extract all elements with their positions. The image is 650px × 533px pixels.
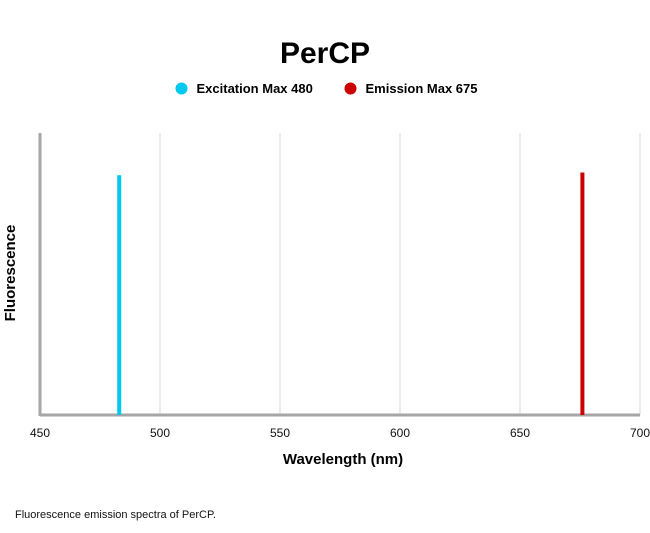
legend: Excitation Max 480 Emission Max 675 xyxy=(175,81,478,96)
x-tick-label-650: 650 xyxy=(510,426,530,440)
x-axis-title: Wavelength (nm) xyxy=(283,451,403,468)
x-tick-label-500: 500 xyxy=(150,426,170,440)
legend-label-emission: Emission Max 675 xyxy=(366,81,478,96)
figure-caption: Fluorescence emission spectra of PerCP. xyxy=(15,509,216,521)
legend-marker-excitation xyxy=(175,82,188,95)
legend-label-excitation: Excitation Max 480 xyxy=(197,81,313,96)
x-tick-label-600: 600 xyxy=(390,426,410,440)
chart-title: PerCP xyxy=(280,37,370,70)
x-tick-label-700: 700 xyxy=(630,426,650,440)
legend-marker-emission xyxy=(344,82,357,95)
x-tick-labels: 450 500 550 600 650 700 xyxy=(30,426,650,440)
x-tick-label-550: 550 xyxy=(270,426,290,440)
y-axis-title: Fluorescence xyxy=(2,225,19,322)
x-tick-label-450: 450 xyxy=(30,426,50,440)
grid xyxy=(159,133,641,415)
series-lines xyxy=(117,172,585,415)
